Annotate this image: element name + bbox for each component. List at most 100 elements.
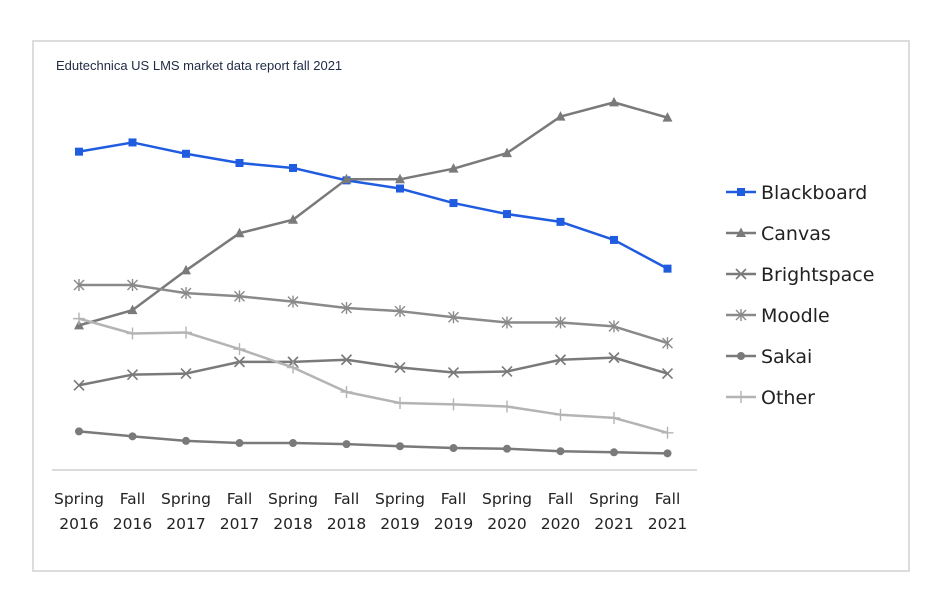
data-point-other <box>394 397 406 409</box>
series-line-other <box>78 317 668 434</box>
x-tick-label: Spring 2021 <box>589 490 639 533</box>
data-point-sakai <box>663 449 672 458</box>
data-point-sakai <box>396 442 404 451</box>
data-point-blackboard <box>663 264 672 273</box>
data-point-canvas <box>395 173 405 184</box>
data-point-brightspace <box>233 356 246 368</box>
data-point-moodle <box>127 278 138 291</box>
data-point-blackboard <box>182 149 190 158</box>
x-tick-label: Spring 2016 <box>54 490 104 533</box>
data-point-brightspace <box>447 366 460 379</box>
data-point-sakai <box>342 440 351 449</box>
legend-label: Sakai <box>761 346 812 368</box>
x-tick-label: Fall 2018 <box>327 490 366 533</box>
data-point-moodle <box>608 320 620 333</box>
data-point-canvas <box>341 173 352 184</box>
legend-marker-moodle <box>735 309 747 321</box>
x-tick-label: Fall 2021 <box>648 490 687 533</box>
data-point-brightspace <box>661 368 674 380</box>
data-point-moodle <box>555 316 566 329</box>
data-point-canvas <box>662 112 673 122</box>
data-point-other <box>180 326 192 339</box>
data-point-other <box>287 361 299 374</box>
data-point-moodle <box>180 287 192 300</box>
data-point-moodle <box>287 295 299 308</box>
data-point-blackboard <box>75 147 83 156</box>
data-point-canvas <box>609 96 619 107</box>
chart-title: Edutechnica US LMS market data report fa… <box>56 58 343 73</box>
data-point-sakai <box>289 439 297 448</box>
series-line-blackboard <box>78 141 669 270</box>
series-line-sakai <box>78 430 668 455</box>
x-tick-label: Fall 2020 <box>541 490 580 533</box>
legend-item-other: Other <box>726 387 815 409</box>
x-tick-label: Fall 2017 <box>220 490 259 533</box>
data-point-blackboard <box>235 159 244 168</box>
data-point-moodle <box>394 305 406 318</box>
x-tick-label: Spring 2017 <box>161 490 211 533</box>
data-point-moodle <box>73 278 85 291</box>
data-point-other <box>501 400 513 413</box>
legend-label: Moodle <box>761 305 830 327</box>
data-point-moodle <box>234 290 245 303</box>
data-point-sakai <box>556 447 565 456</box>
data-point-brightspace <box>608 352 620 364</box>
data-point-brightspace <box>554 354 567 366</box>
series-line-moodle <box>79 283 668 345</box>
data-point-moodle <box>501 316 513 329</box>
data-point-blackboard <box>289 163 297 172</box>
data-point-other <box>126 327 139 340</box>
series-line-canvas <box>78 101 668 327</box>
legend-label: Canvas <box>761 223 831 245</box>
legend-item-moodle: Moodle <box>726 305 830 327</box>
data-point-canvas <box>181 264 191 275</box>
data-point-other <box>340 386 353 399</box>
legend-label: Blackboard <box>761 182 867 204</box>
data-point-brightspace <box>126 369 139 381</box>
chart-frame <box>32 40 910 572</box>
data-point-canvas <box>502 147 512 158</box>
data-point-blackboard <box>396 184 404 193</box>
data-point-other <box>661 426 674 439</box>
data-point-canvas <box>555 111 566 121</box>
data-point-sakai <box>182 436 190 445</box>
data-point-canvas <box>288 214 298 224</box>
legend-label: Other <box>761 387 815 409</box>
data-point-blackboard <box>610 235 618 244</box>
data-point-sakai <box>610 448 618 457</box>
x-tick-label: Spring 2020 <box>482 490 532 533</box>
x-tick-label: Spring 2019 <box>375 490 425 533</box>
data-point-brightspace <box>501 365 513 378</box>
data-point-other <box>73 312 85 325</box>
data-point-sakai <box>128 432 137 441</box>
legend-marker-brightspace <box>735 268 747 280</box>
data-point-moodle <box>662 337 673 350</box>
legend-marker-other <box>735 391 747 403</box>
data-point-brightspace <box>180 368 192 380</box>
data-point-sakai <box>449 444 458 453</box>
legend-label: Brightspace <box>761 264 874 286</box>
legend-marker-canvas <box>736 227 746 237</box>
legend-marker-sakai <box>737 352 745 360</box>
data-point-moodle <box>448 311 459 324</box>
data-point-other <box>608 411 620 424</box>
data-point-blackboard <box>556 217 565 226</box>
legend-marker-blackboard <box>737 188 745 196</box>
data-point-sakai <box>235 439 244 448</box>
data-point-blackboard <box>128 138 137 147</box>
data-point-brightspace <box>394 361 406 374</box>
data-point-sakai <box>503 444 511 453</box>
legend-item-sakai: Sakai <box>726 346 812 368</box>
data-point-blackboard <box>503 210 511 219</box>
data-point-brightspace <box>73 379 85 391</box>
data-point-blackboard <box>449 199 458 208</box>
x-tick-label: Fall 2016 <box>113 490 152 533</box>
data-point-other <box>447 398 460 411</box>
data-point-canvas <box>127 304 138 315</box>
x-tick-label: Spring 2018 <box>268 490 318 533</box>
x-tick-label: Fall 2019 <box>434 490 473 533</box>
data-point-canvas <box>448 163 459 173</box>
data-point-other <box>233 343 246 356</box>
legend-item-canvas: Canvas <box>726 223 831 245</box>
legend-item-blackboard: Blackboard <box>726 182 867 204</box>
